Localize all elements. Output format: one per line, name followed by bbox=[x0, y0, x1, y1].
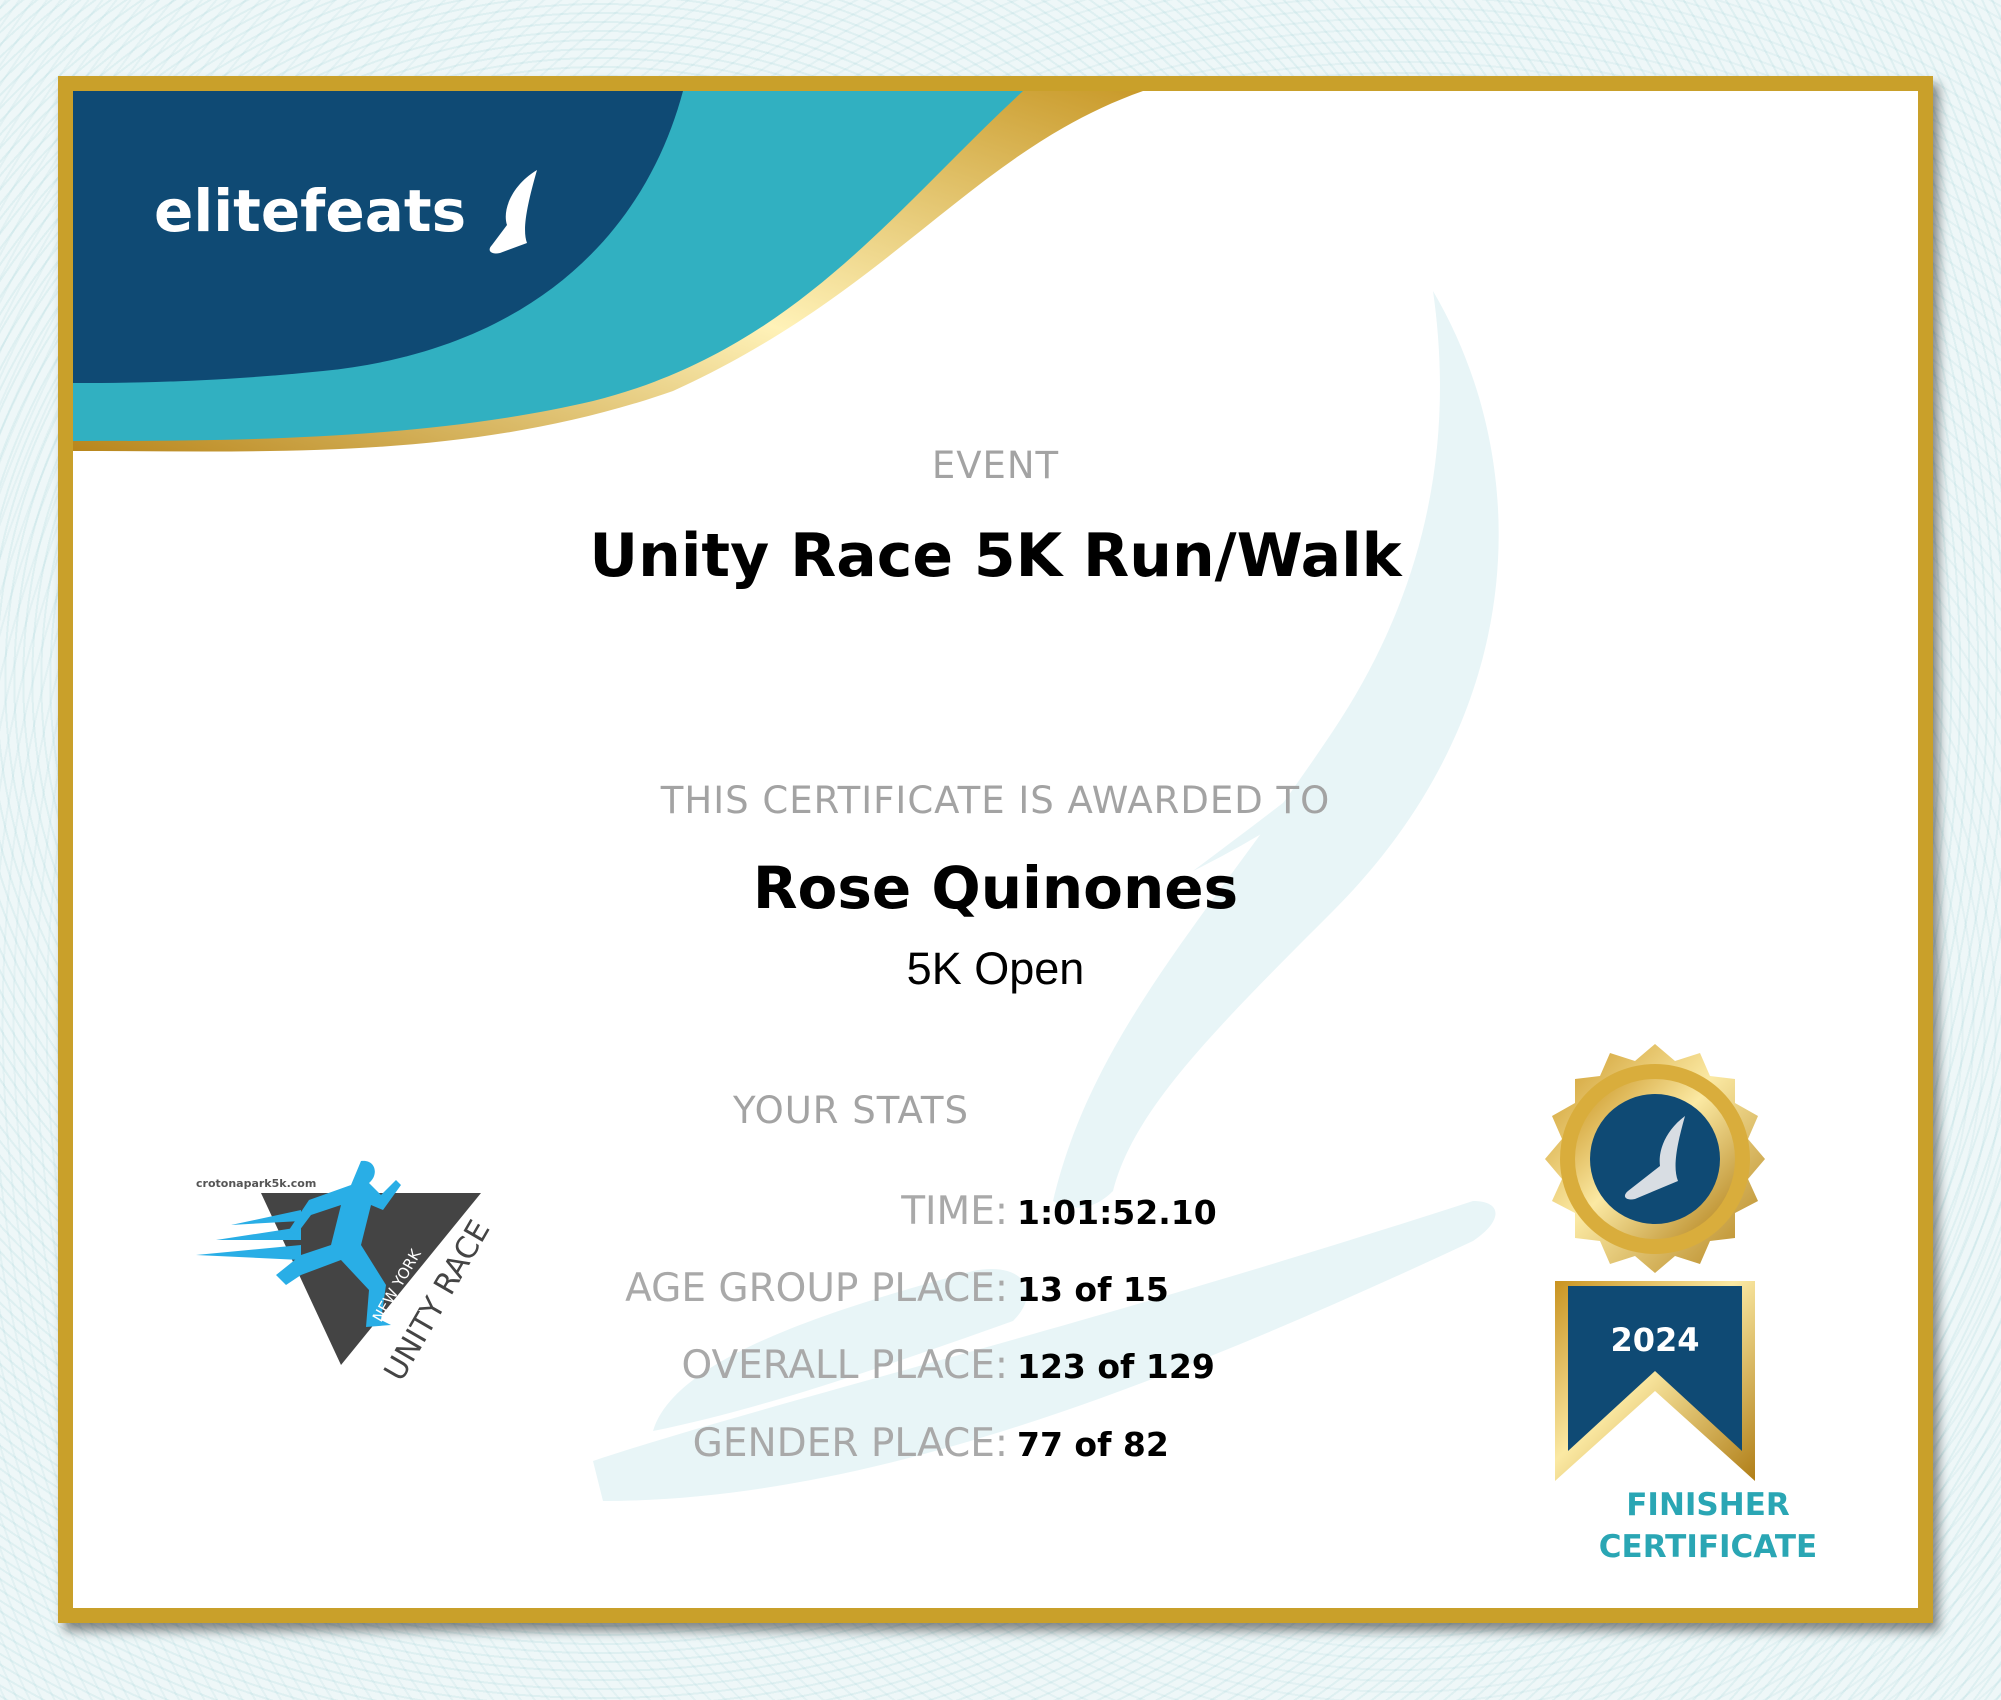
winged-foot-icon bbox=[489, 169, 538, 254]
brand-logo: elitefeats bbox=[154, 161, 542, 265]
stat-overall-place: OVERALL PLACE: 123 of 129 bbox=[73, 1343, 1918, 1393]
award-label: THIS CERTIFICATE IS AWARDED TO bbox=[660, 779, 1331, 822]
finisher-medal: 2024 bbox=[1545, 1044, 1765, 1481]
stat-value: 1:01:52.10 bbox=[1017, 1193, 1217, 1232]
stat-time: TIME: 1:01:52.10 bbox=[73, 1189, 1918, 1239]
medal-caption-line1: FINISHER bbox=[1626, 1487, 1790, 1523]
stat-value: 13 of 15 bbox=[1017, 1270, 1169, 1309]
header-banner bbox=[73, 91, 1143, 452]
stat-key: GENDER PLACE: bbox=[692, 1421, 1008, 1466]
medal-caption-line2: CERTIFICATE bbox=[1598, 1529, 1818, 1565]
stat-key: OVERALL PLACE: bbox=[681, 1343, 1008, 1388]
brand-name: elitefeats bbox=[154, 177, 467, 245]
race-logo-url: crotonapark5k.com bbox=[196, 1177, 316, 1190]
event-title: Unity Race 5K Run/Walk bbox=[589, 521, 1402, 591]
stat-key: AGE GROUP PLACE: bbox=[625, 1266, 1008, 1311]
stats-label: YOUR STATS bbox=[733, 1089, 969, 1132]
unity-race-logo: crotonapark5k.com NEW YORK UNITY RACE bbox=[196, 1160, 497, 1387]
stat-value: 123 of 129 bbox=[1017, 1347, 1215, 1386]
stat-value: 77 of 82 bbox=[1017, 1425, 1169, 1464]
division: 5K Open bbox=[906, 943, 1085, 994]
winged-foot-watermark bbox=[593, 291, 1499, 1501]
stat-gender-place: GENDER PLACE: 77 of 82 bbox=[73, 1421, 1918, 1471]
winged-foot-icon bbox=[1624, 1116, 1685, 1200]
medal-year: 2024 bbox=[1610, 1321, 1699, 1359]
certificate: elitefeats EVENT Unity Race 5K Run/Walk … bbox=[58, 76, 1933, 1623]
event-label: EVENT bbox=[931, 444, 1060, 487]
stat-age-group-place: AGE GROUP PLACE: 13 of 15 bbox=[73, 1266, 1918, 1316]
stat-key: TIME: bbox=[901, 1189, 1008, 1234]
recipient-name: Rose Quinones bbox=[752, 854, 1239, 922]
